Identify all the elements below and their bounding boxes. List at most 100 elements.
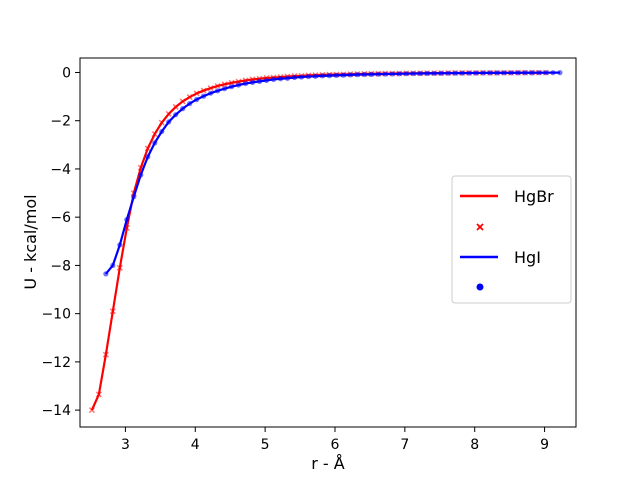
data-point-hgbr: [165, 110, 172, 117]
data-point-hgi: [222, 86, 228, 92]
legend-marker-hgi: [476, 283, 484, 291]
data-point-hgi: [403, 71, 409, 77]
y-tick-label: −14: [41, 403, 71, 419]
data-point-hgi: [466, 70, 472, 76]
data-point-hgbr: [179, 98, 186, 105]
data-point-hgi: [298, 74, 305, 80]
data-point-hgi: [194, 96, 200, 103]
data-point-hgi: [166, 119, 172, 125]
data-point-hgbr: [221, 81, 228, 88]
data-point-hgi: [424, 70, 430, 77]
data-point-hgi: [201, 93, 207, 99]
data-point-hgi: [347, 72, 353, 78]
data-point-hgi: [501, 70, 507, 76]
data-point-hgi: [256, 78, 263, 84]
plot-frame: [79, 57, 577, 428]
data-point-hgi: [291, 74, 298, 81]
x-tick-label: 5: [261, 437, 270, 453]
data-point-hgi: [180, 106, 186, 112]
data-point-hgi: [508, 70, 514, 76]
data-point-hgbr: [214, 82, 221, 90]
y-tick-label: −4: [50, 162, 71, 178]
data-point-hgi: [208, 90, 214, 96]
data-point-hgbr: [109, 308, 116, 315]
data-point-hgbr: [172, 103, 179, 110]
data-point-hgbr: [116, 264, 123, 271]
series-layer: [88, 69, 563, 414]
x-tick-label: 4: [191, 437, 200, 453]
y-tick-label: −2: [50, 114, 71, 130]
x-tick-label: 8: [470, 437, 479, 453]
legend-label-hgbr: HgBr: [514, 187, 554, 206]
data-point-hgbr: [193, 90, 200, 97]
data-point-hgi: [354, 72, 360, 78]
data-point-hgi: [473, 70, 479, 76]
data-point-hgi: [389, 71, 395, 77]
data-point-hgi: [452, 70, 458, 76]
x-axis: 3 4 5 6 7 8 9: [121, 427, 549, 453]
data-point-hgi: [326, 73, 332, 79]
data-point-hgi: [396, 71, 402, 77]
data-point-hgi: [375, 71, 381, 77]
data-point-hgi: [117, 242, 123, 248]
data-point-hgi: [410, 70, 416, 77]
x-axis-title: r - Å: [311, 454, 345, 473]
data-point-hgi: [368, 71, 374, 77]
legend: HgBr HgI: [451, 175, 572, 304]
data-point-hgi: [536, 70, 542, 76]
data-point-hgbr: [207, 85, 214, 92]
legend-box: [451, 175, 572, 304]
x-tick-label: 7: [400, 437, 409, 453]
x-tick-label: 6: [331, 437, 340, 453]
x-tick-label: 9: [540, 437, 549, 453]
data-point-hgbr: [102, 351, 109, 358]
y-tick-label: 0: [62, 65, 71, 81]
data-point-hgi: [249, 79, 256, 85]
data-point-hgi: [494, 70, 500, 76]
data-point-hgi: [431, 70, 437, 76]
data-point-hgi: [382, 71, 388, 77]
data-point-hgi: [124, 216, 130, 223]
data-point-hgbr: [186, 94, 193, 101]
data-point-hgi: [228, 84, 235, 90]
data-point-hgi: [103, 271, 109, 277]
data-point-hgbr: [158, 119, 165, 126]
data-point-hgi: [277, 76, 284, 82]
data-point-hgbr: [88, 407, 95, 414]
data-point-hgi: [305, 73, 312, 80]
data-point-hgi: [333, 72, 339, 78]
data-point-hgbr: [228, 79, 235, 86]
data-point-hgi: [263, 77, 270, 84]
y-tick-label: −10: [41, 307, 71, 323]
data-point-hgi: [550, 70, 556, 76]
data-point-hgi: [215, 88, 221, 94]
y-axis-title: U - kcal/mol: [21, 194, 40, 289]
y-tick-label: −12: [41, 355, 71, 371]
data-point-hgi: [312, 73, 319, 79]
data-point-hgi: [487, 70, 493, 76]
data-point-hgi: [438, 70, 444, 76]
data-point-hgi: [138, 172, 144, 178]
data-point-hgi: [270, 76, 277, 83]
data-point-hgi: [284, 75, 291, 81]
data-point-hgi: [319, 73, 326, 79]
data-point-hgi: [522, 70, 528, 76]
data-point-hgi: [361, 71, 367, 78]
data-point-hgi: [110, 262, 116, 269]
data-point-hgi: [152, 140, 158, 146]
data-point-hgi: [235, 82, 242, 88]
data-point-hgi: [145, 154, 151, 160]
y-tick-label: −8: [50, 258, 71, 274]
y-axis: 0 −2 −4 −6 −8 −10 −12 −14: [41, 65, 80, 419]
data-point-hgi: [480, 70, 486, 76]
data-point-hgbr: [200, 87, 207, 94]
data-point-hgi: [445, 70, 451, 76]
data-point-hgi: [173, 112, 179, 118]
data-point-hgi: [131, 194, 137, 200]
data-point-hgi: [515, 70, 521, 76]
data-point-hgi: [529, 70, 535, 76]
data-point-hgbr: [95, 391, 102, 398]
data-point-hgbr: [144, 145, 151, 152]
data-point-hgi: [557, 70, 563, 76]
